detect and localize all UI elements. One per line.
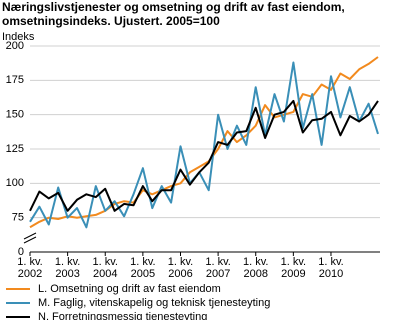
series-line	[29, 99, 379, 212]
y-tick-label: 200	[6, 40, 24, 52]
x-tick-label: 1. kv. 2002	[17, 256, 42, 280]
y-axis-label: Indeks	[2, 31, 35, 43]
x-tick-label: 1. kv. 2008	[243, 256, 268, 280]
axis-break	[23, 232, 37, 240]
y-tick-label: 0	[18, 246, 24, 258]
x-tick-label: 1. kv. 2010	[318, 256, 343, 280]
legend-label: N. Forretningsmessig tjenesteyting	[38, 311, 207, 320]
y-tick-label: 100	[6, 177, 24, 189]
y-tick-label: 75	[12, 212, 24, 224]
y-tick-label: 125	[6, 143, 24, 155]
legend-label: L. Omsetning og drift av fast eiendom	[38, 283, 221, 295]
axis-break	[23, 236, 37, 244]
legend-label: M. Faglig, vitenskapelig og teknisk tjen…	[38, 297, 270, 309]
x-tick-label: 1. kv. 2004	[93, 256, 118, 280]
x-tick-label: 1. kv. 2006	[168, 256, 193, 280]
x-tick-label: 1. kv. 2005	[130, 256, 155, 280]
x-tick-label: 1. kv. 2009	[281, 256, 306, 280]
x-tick-label: 1. kv. 2003	[55, 256, 80, 280]
x-tick-label: 1. kv. 2007	[205, 256, 230, 280]
series-line	[29, 56, 379, 229]
y-tick-label: 175	[6, 74, 24, 86]
series-line	[29, 61, 379, 229]
chart-title: Næringslivstjenester og omsetning og dri…	[2, 0, 345, 28]
y-tick-label: 150	[6, 109, 24, 121]
